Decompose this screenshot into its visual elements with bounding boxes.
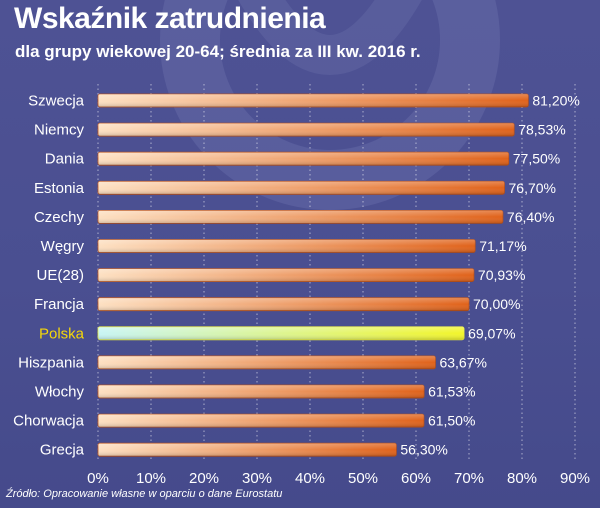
category-label: Włochy [35, 384, 85, 401]
x-axis-ticks: 0% 10% 20% 30% 40% 50% 60% 70% 80% 90% [87, 470, 590, 487]
value-label: 71,17% [479, 238, 526, 254]
value-label: 63,67% [439, 354, 486, 370]
bar-shading [98, 152, 509, 166]
value-label: 81,20% [532, 93, 579, 109]
value-label: 70,00% [473, 296, 520, 312]
category-labels: Szwecja Niemcy Dania Estonia Czechy Węgry UE(2… [13, 93, 85, 459]
category-label: Czechy [34, 209, 85, 226]
bar-shading [98, 414, 424, 428]
value-label: 78,53% [518, 122, 565, 138]
x-tick-label: 70% [454, 470, 484, 487]
x-tick-label: 0% [87, 470, 109, 487]
category-label: Niemcy [34, 122, 85, 139]
value-label: 69,07% [468, 325, 515, 341]
bar-shading [98, 443, 397, 457]
x-tick-label: 30% [242, 470, 272, 487]
bar-shading [98, 123, 515, 137]
category-label: Grecja [40, 442, 85, 459]
value-label: 70,93% [478, 267, 525, 283]
bar-shading [98, 210, 503, 224]
category-label: Polska [39, 325, 85, 342]
value-label: 56,30% [400, 442, 447, 458]
value-label: 61,50% [428, 413, 475, 429]
bar-shading [98, 181, 505, 195]
bar-shading [98, 385, 425, 398]
category-label: UE(28) [36, 267, 84, 284]
bars [97, 93, 529, 457]
bar-shading [98, 239, 476, 253]
x-tick-label: 40% [295, 470, 325, 487]
source-note: Źródło: Opracowanie własne w oparciu o d… [6, 488, 283, 500]
value-label: 76,70% [509, 180, 556, 196]
x-tick-label: 20% [189, 470, 219, 487]
category-label: Szwecja [28, 93, 85, 110]
bar-shading [98, 94, 529, 107]
chart-title: Wskaźnik zatrudnienia [14, 2, 326, 35]
category-label: Hiszpania [18, 354, 85, 371]
x-tick-label: 90% [560, 470, 590, 487]
bar-shading [98, 355, 436, 369]
category-label: Francja [34, 296, 85, 313]
category-label: Dania [45, 151, 85, 168]
x-tick-label: 60% [401, 470, 431, 487]
x-tick-label: 50% [348, 470, 378, 487]
x-tick-label: 80% [507, 470, 537, 487]
category-label: Estonia [34, 180, 85, 197]
value-label: 76,40% [507, 209, 554, 225]
bar-shading [98, 326, 465, 340]
value-label: 61,53% [428, 384, 475, 400]
x-tick-label: 10% [136, 470, 166, 487]
bar-shading [98, 297, 469, 311]
category-label: Węgry [41, 238, 85, 255]
category-label: Chorwacja [13, 413, 85, 430]
chart-subtitle: dla grupy wiekowej 20-64; średnia za III… [15, 42, 421, 61]
value-labels: 81,20% 78,53% 77,50% 76,70% 76,40% 71,17% 70,9… [400, 93, 579, 458]
value-label: 77,50% [513, 151, 560, 167]
bar-shading [98, 268, 474, 282]
